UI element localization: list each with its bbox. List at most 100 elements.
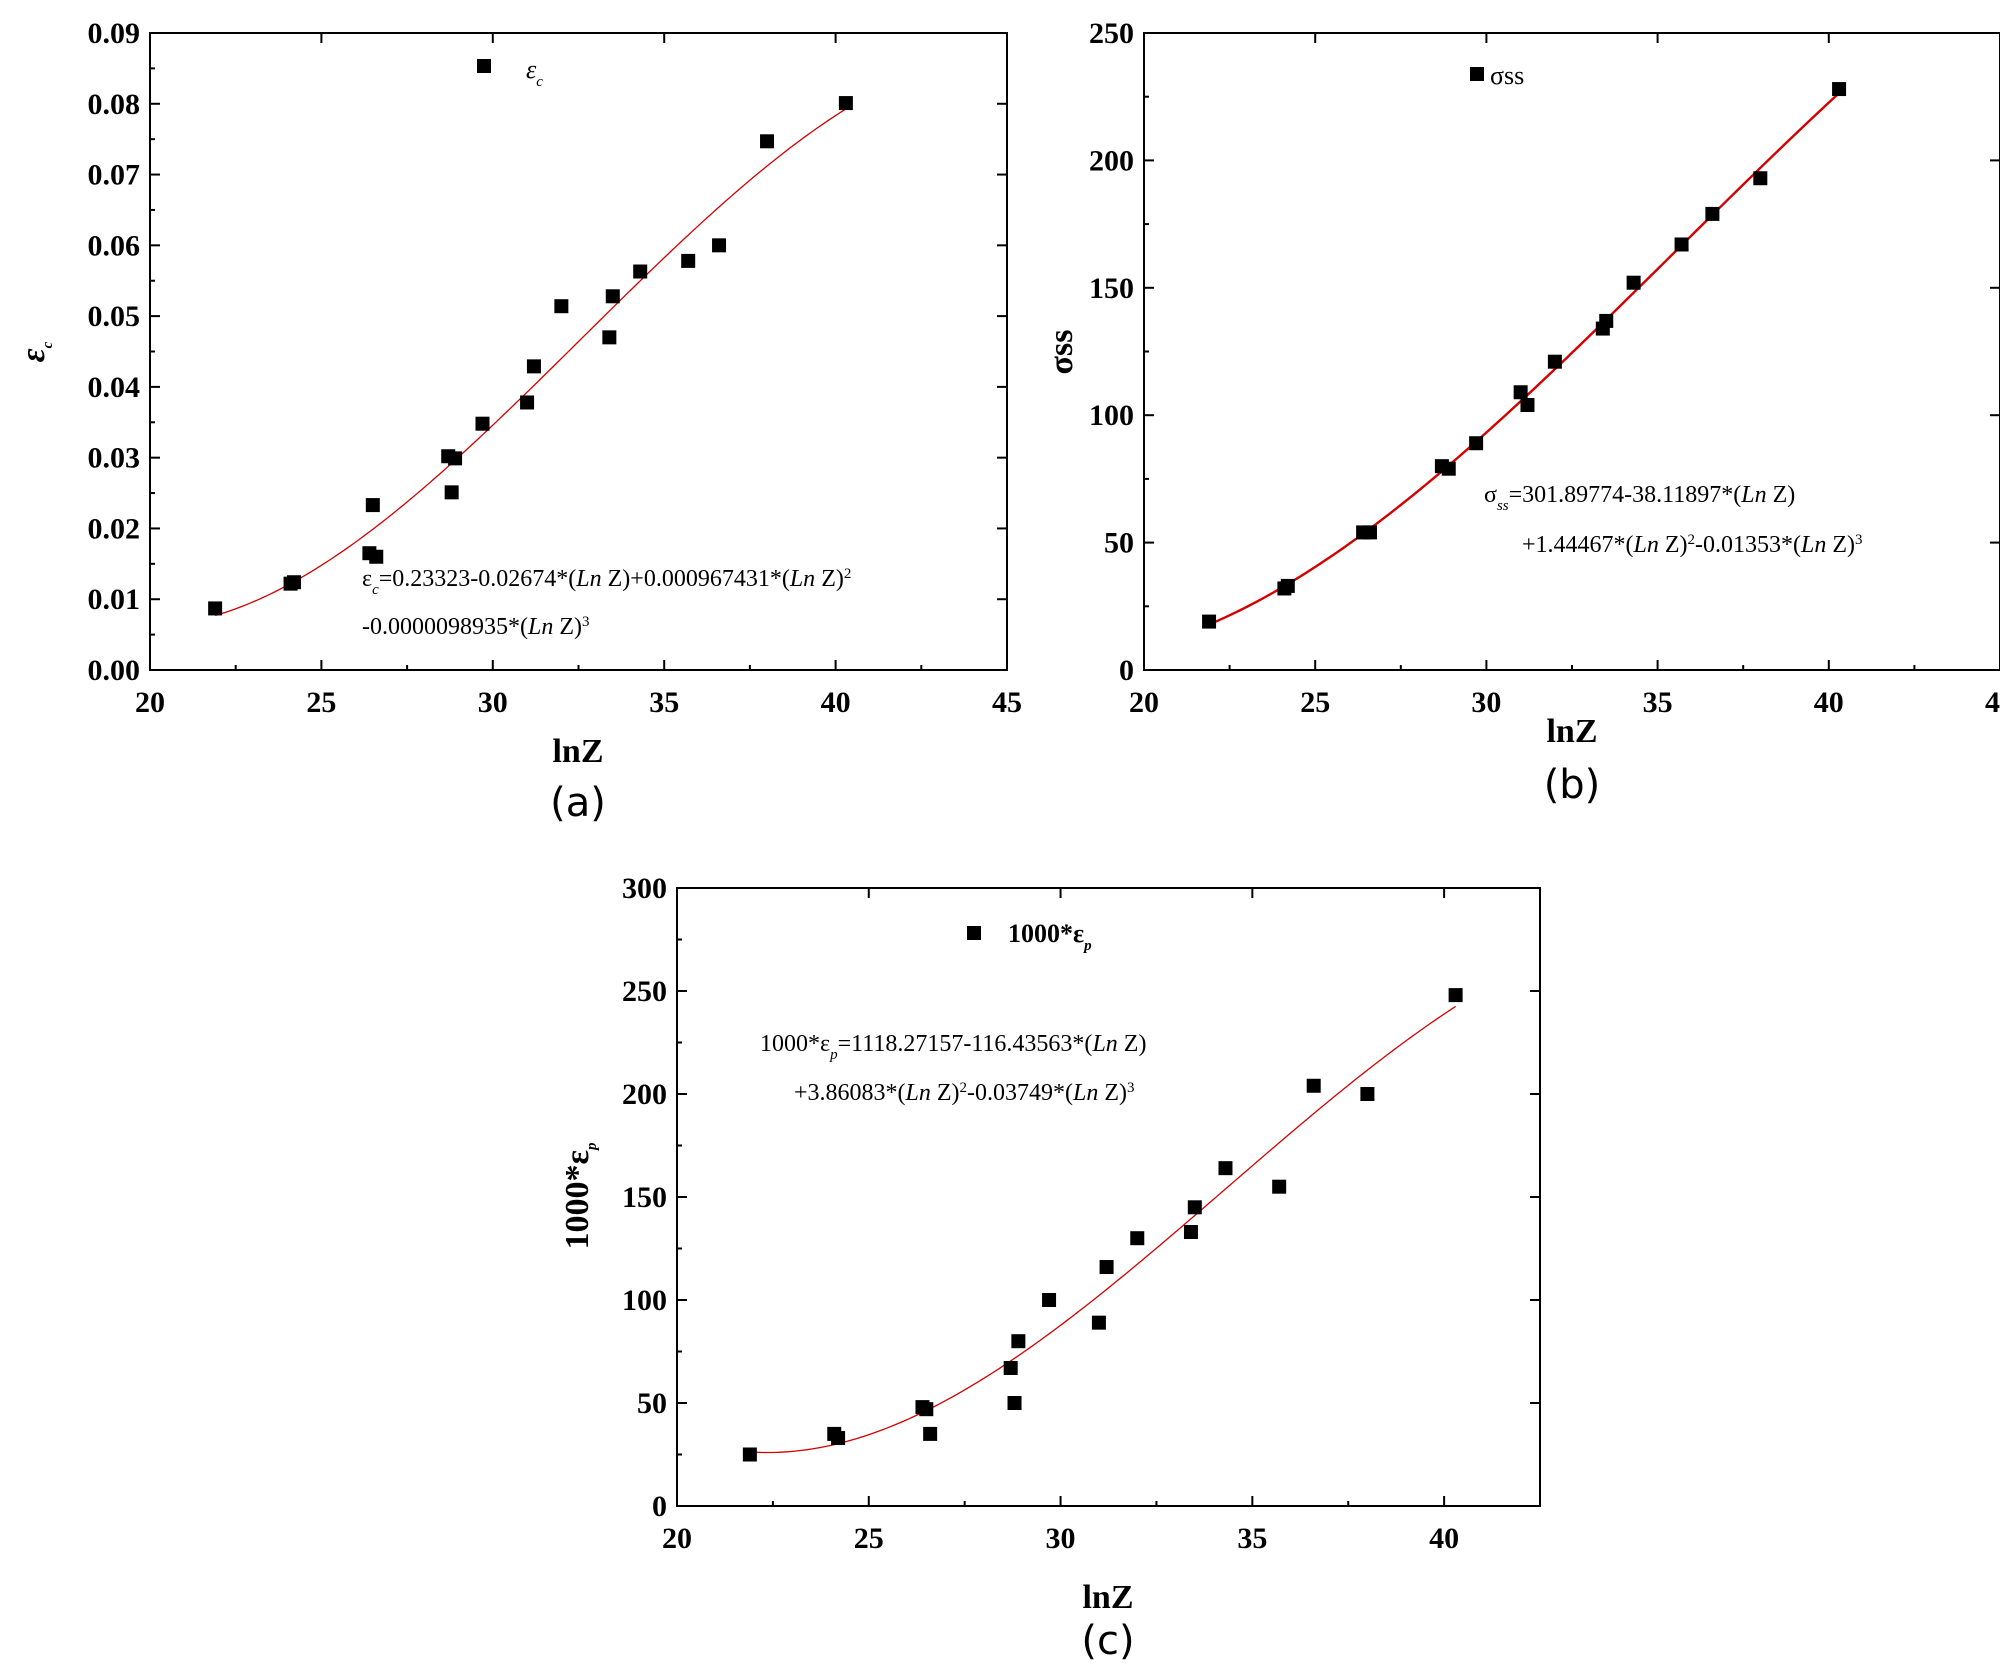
equation-superscript: 2 <box>1688 532 1696 548</box>
x-tick-label: 35 <box>649 686 679 719</box>
data-point <box>712 238 727 253</box>
equation-part: ε <box>362 566 372 592</box>
data-point <box>831 1431 846 1446</box>
equation-part: Z) <box>1767 482 1796 508</box>
data-point <box>1547 354 1562 369</box>
data-point <box>760 134 775 149</box>
data-point <box>1448 988 1463 1003</box>
fit-curve <box>749 1005 1456 1454</box>
equation-subscript: c <box>40 341 56 348</box>
fit-equation-line: 1000*εp=1118.27157-116.43563*(Ln Z) <box>760 1031 1146 1063</box>
data-point <box>1306 1078 1321 1093</box>
y-tick-label: 300 <box>622 872 667 905</box>
data-point <box>1626 275 1641 290</box>
y-axis-title: εc <box>15 341 56 362</box>
equation-part: -0.03749*( <box>967 1080 1073 1106</box>
equation-italic: ε <box>526 55 537 84</box>
equation-part: Z) <box>553 614 582 640</box>
equation-italic: ε <box>15 348 52 362</box>
data-point <box>1042 1293 1057 1307</box>
x-axis-title: lnZ <box>1082 1579 1133 1616</box>
equation-part: +1.44467*( <box>1522 532 1634 558</box>
data-point <box>1520 398 1535 413</box>
data-point <box>1202 614 1217 629</box>
equation-part: =301.89774-38.11897*( <box>1509 482 1742 508</box>
y-tick-label: 50 <box>1104 527 1134 560</box>
y-tick-label: 250 <box>622 975 667 1008</box>
equation-part: Z) <box>1826 532 1855 558</box>
data-point <box>475 416 490 431</box>
equation-part: 1000*ε <box>760 1031 830 1057</box>
data-point <box>1007 1396 1022 1410</box>
x-tick-label: 30 <box>478 686 508 719</box>
data-point <box>208 601 223 616</box>
x-tick-label: 35 <box>1237 1522 1267 1555</box>
legend-label: εc <box>526 55 543 90</box>
equation-superscript: 2 <box>844 566 852 582</box>
chart-panel-c: 20 25 30 35 400501001502002503001000*εp1000*… <box>559 872 1541 1664</box>
y-tick-label: 100 <box>1089 399 1134 432</box>
legend-marker <box>477 59 491 73</box>
data-point <box>681 253 696 268</box>
data-point <box>1011 1334 1026 1349</box>
equation-subscript: c <box>372 582 379 598</box>
x-tick-label: 25 <box>1300 686 1330 719</box>
equation-italic: Ln <box>1091 1031 1117 1057</box>
data-point <box>1091 1315 1106 1330</box>
data-point <box>1099 1260 1114 1275</box>
equation-part: Z) <box>1659 532 1688 558</box>
data-point <box>602 330 617 345</box>
panel-label: (a) <box>550 780 606 826</box>
data-point <box>526 359 541 374</box>
data-point <box>1003 1360 1018 1375</box>
equation-italic: Ln <box>1072 1080 1098 1106</box>
data-point <box>633 264 648 279</box>
equation-italic: Ln <box>527 614 553 640</box>
data-point <box>1183 1225 1198 1240</box>
plot-frame <box>676 887 1541 1507</box>
x-tick-label: 45 <box>992 686 1022 719</box>
fit-equation-line: +1.44467*(Ln Z)2-0.01353*(Ln Z)3 <box>1522 532 1863 558</box>
data-point <box>919 1402 934 1417</box>
equation-part: 1000*ε <box>559 1150 596 1250</box>
data-point <box>605 289 620 304</box>
equation-italic: Ln <box>575 566 601 592</box>
equation-subscript: p <box>829 1047 838 1063</box>
equation-part: -0.01353*( <box>1695 532 1801 558</box>
data-point <box>286 575 301 590</box>
equation-italic: Ln <box>1633 532 1659 558</box>
fit-equation-line: εc=0.23323-0.02674*(Ln Z)+0.000967431*(L… <box>362 566 851 598</box>
x-tick-label: 40 <box>1429 1522 1459 1555</box>
fit-curve <box>214 108 847 617</box>
data-point <box>1599 313 1614 328</box>
y-tick-label: 150 <box>1089 272 1134 305</box>
data-point <box>1362 525 1377 540</box>
equation-part: =1118.27157-116.43563*( <box>838 1031 1093 1057</box>
x-tick-label: 25 <box>854 1522 884 1555</box>
y-tick-label: 0.09 <box>88 17 141 50</box>
y-axis-title: σss <box>1043 330 1080 375</box>
equation-part: Z) <box>931 1080 960 1106</box>
y-tick-label: 0.07 <box>88 159 141 192</box>
x-tick-label: 45 <box>1985 686 2000 719</box>
equation-subscript: c <box>536 74 543 90</box>
data-point <box>1705 206 1720 221</box>
data-point <box>1272 1179 1287 1194</box>
y-tick-label: 200 <box>1089 144 1134 177</box>
x-tick-label: 20 <box>662 1522 692 1555</box>
y-tick-label: 0.03 <box>88 442 141 475</box>
fit-equation-line: σss=301.89774-38.11897*(Ln Z) <box>1484 482 1795 514</box>
data-point <box>1218 1161 1233 1176</box>
x-tick-label: 20 <box>1129 686 1159 719</box>
equation-subscript: ss <box>1497 498 1509 514</box>
y-tick-label: 0 <box>1119 654 1134 687</box>
legend-label: 1000*εp <box>1008 919 1092 954</box>
x-axis-title: lnZ <box>552 733 603 770</box>
equation-part: σ <box>1484 482 1497 508</box>
equation-part: 1000*ε <box>1008 919 1084 948</box>
equation-part: Z) <box>1118 1031 1147 1057</box>
x-tick-label: 30 <box>1471 686 1501 719</box>
legend-label: σss <box>1490 61 1524 90</box>
equation-part: Z) <box>815 566 844 592</box>
